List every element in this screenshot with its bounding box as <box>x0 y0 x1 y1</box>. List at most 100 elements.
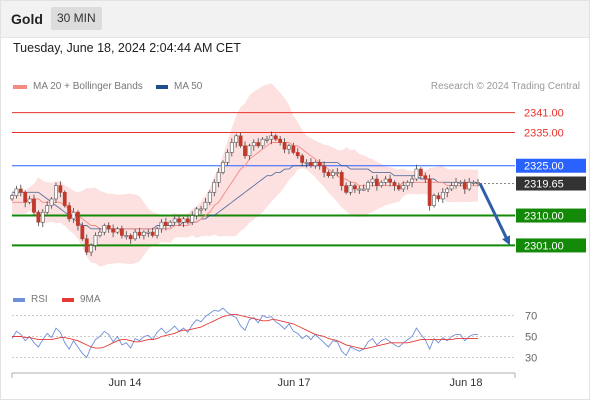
candle <box>128 235 133 240</box>
legend-rsi: RSI <box>13 294 48 305</box>
ma50-swatch <box>156 84 168 89</box>
candle <box>203 201 208 210</box>
candle <box>212 182 217 193</box>
ma50-line <box>12 161 478 230</box>
candle <box>458 182 463 184</box>
candle <box>194 208 199 216</box>
candle <box>58 185 63 193</box>
candle <box>190 215 195 223</box>
level-label-2319.65: 2319.65 <box>524 179 564 191</box>
legend-ma20-label: MA 20 + Bollinger Bands <box>33 81 143 92</box>
price-panel: 2341.00 2335.00 2325.00 2319.65 2310.00 2301.… <box>10 83 586 267</box>
candle <box>199 208 203 211</box>
candle <box>370 178 375 183</box>
level-tag-2325.00 <box>516 158 586 173</box>
time-label-jun-18: Jun 18 <box>449 377 482 389</box>
candle <box>251 142 256 147</box>
legend-ma50: MA 50 <box>156 81 202 92</box>
candle <box>462 182 467 190</box>
candle <box>348 185 353 193</box>
interval-button[interactable]: 30 MIN <box>51 7 102 30</box>
rsi-tick-70: 70 <box>525 311 537 323</box>
candle <box>221 162 225 173</box>
forecast-arrow-shaft <box>478 182 510 243</box>
candle <box>282 142 287 150</box>
rsi-ma-line <box>12 313 478 350</box>
candle <box>401 185 406 190</box>
candle <box>102 225 107 233</box>
candle <box>18 188 23 193</box>
rsi-panel: 70 50 30 <box>11 307 537 365</box>
candle <box>40 211 45 223</box>
candle <box>10 195 14 200</box>
candle <box>150 231 155 236</box>
candle <box>168 221 173 226</box>
level-label-2341.00: 2341.00 <box>524 108 564 120</box>
candle <box>471 182 476 184</box>
candle <box>295 152 300 157</box>
candle <box>265 138 269 141</box>
time-label-jun-17: Jun 17 <box>277 377 310 389</box>
level-label-2301.00: 2301.00 <box>524 240 564 252</box>
level-tag-2310.00 <box>516 208 586 223</box>
candle <box>84 238 89 253</box>
candle <box>14 188 19 196</box>
legend-rsi-ma: 9MA <box>62 294 101 305</box>
candle <box>229 142 234 153</box>
candle <box>76 211 80 226</box>
candle <box>467 182 472 190</box>
candle <box>317 162 322 167</box>
candle <box>300 155 305 163</box>
candle <box>335 172 340 174</box>
candle <box>436 195 441 200</box>
candle <box>383 178 388 183</box>
rsi-ma-swatch <box>62 297 74 302</box>
candle <box>454 182 458 186</box>
candle <box>379 182 384 186</box>
candle <box>137 231 142 236</box>
candle <box>291 145 296 153</box>
candle <box>269 135 274 140</box>
candle <box>339 172 344 186</box>
candle <box>392 182 397 186</box>
level-tag-2301.00 <box>516 238 586 253</box>
candle <box>326 172 331 176</box>
rsi-line <box>11 307 478 359</box>
rsi-tick-30: 30 <box>525 353 537 365</box>
candle <box>146 231 151 234</box>
candle <box>207 192 212 203</box>
candle <box>260 138 265 147</box>
candle <box>216 172 221 183</box>
level-label-2325.00: 2325.00 <box>524 161 564 173</box>
candle <box>71 211 76 220</box>
candle <box>353 185 357 190</box>
credit-text: Research © 2024 Trading Central <box>430 81 580 92</box>
candle <box>234 135 239 143</box>
candle <box>366 182 370 190</box>
candle <box>357 188 362 191</box>
level-label-2310.00: 2310.00 <box>524 211 564 223</box>
candle <box>414 168 419 180</box>
forecast-arrow-head <box>502 235 510 246</box>
candle <box>115 228 120 233</box>
title-bar: Gold 30 MIN <box>0 0 590 38</box>
legend-rsi-ma-label: 9MA <box>80 294 101 305</box>
candle <box>432 195 436 206</box>
candle <box>374 178 379 186</box>
candle <box>32 198 36 213</box>
candle <box>396 185 401 190</box>
candle <box>185 218 190 223</box>
candle <box>120 228 124 236</box>
candle <box>410 178 414 183</box>
candle <box>445 188 450 193</box>
candle <box>163 221 168 226</box>
candle <box>405 182 410 186</box>
candle <box>172 218 177 223</box>
candle <box>273 135 278 140</box>
candle <box>98 231 102 236</box>
legend-rsi-label: RSI <box>31 294 48 305</box>
candle <box>124 235 129 237</box>
time-label-jun-14: Jun 14 <box>108 377 141 389</box>
rsi-swatch <box>13 297 25 302</box>
